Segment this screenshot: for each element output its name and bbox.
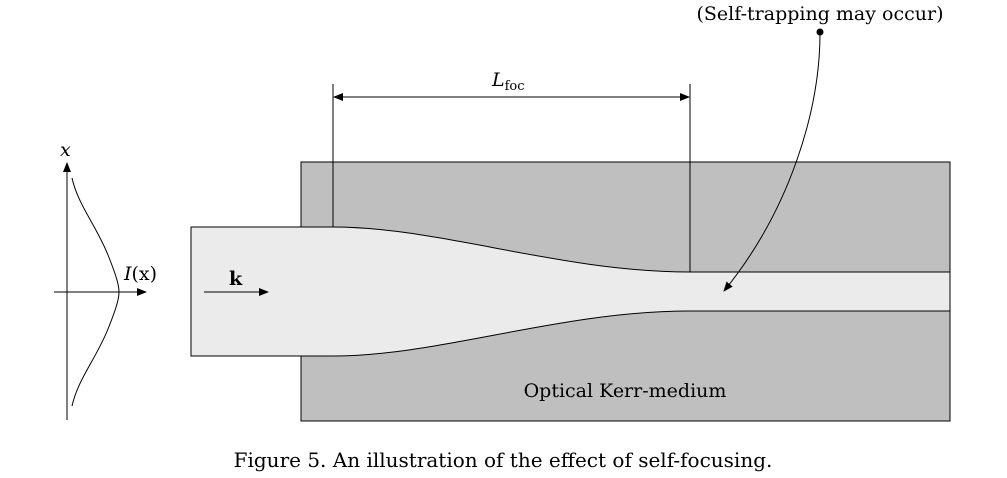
wavevector-label: k [229, 268, 243, 290]
figure-caption: Figure 5. An illustration of the effect … [234, 448, 773, 472]
laser-beam [190, 226, 951, 357]
intensity-label: I(x) [123, 263, 157, 285]
intensity-profile-curve [71, 177, 120, 407]
focal-length-label: Lfoc [491, 69, 525, 94]
self-trapping-annotation: (Self-trapping may occur) [697, 3, 944, 25]
x-axis-label: x [60, 139, 71, 161]
annotation-pointer-arrow [723, 32, 821, 292]
medium-label: Optical Kerr-medium [524, 380, 727, 402]
annotation-anchor-dot [816, 28, 824, 36]
